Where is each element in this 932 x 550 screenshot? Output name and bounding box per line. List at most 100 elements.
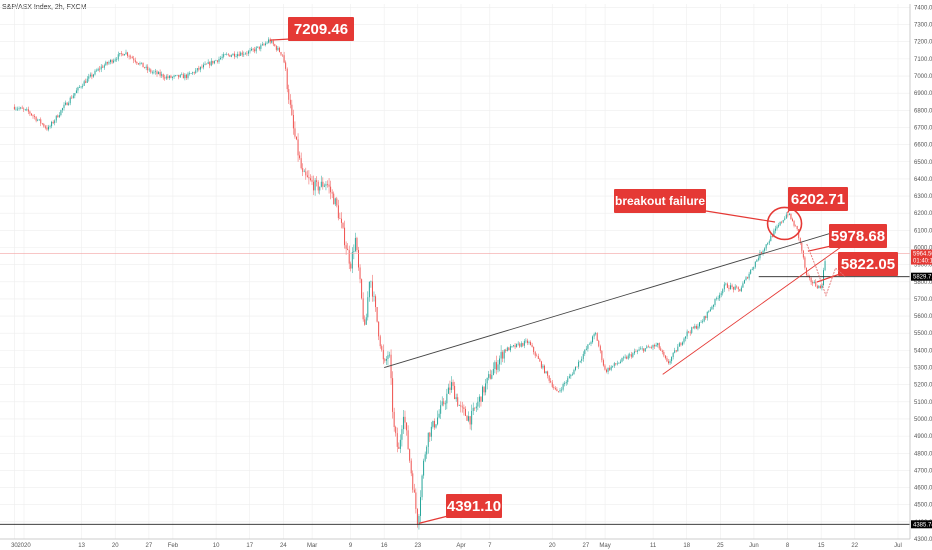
candle-body — [13, 106, 15, 110]
candle-body — [719, 294, 721, 299]
candle-body — [199, 66, 201, 70]
candle-body — [759, 252, 761, 259]
candle-body — [257, 46, 259, 48]
candle-body — [409, 449, 411, 461]
candle-body — [410, 460, 412, 474]
price-tick-label: 6000.00 — [914, 245, 932, 251]
price-tick-label: 6400.00 — [914, 177, 932, 183]
price-tick-label: 7000.00 — [914, 74, 932, 80]
candle-body — [531, 344, 533, 347]
time-tick-label: 24 — [280, 543, 287, 549]
candle-body — [641, 348, 643, 350]
trendline-resistance — [384, 229, 841, 368]
candle-body — [443, 401, 445, 405]
candle-body — [170, 75, 172, 78]
candle-body — [320, 181, 322, 187]
candle-body — [356, 237, 358, 250]
candle-body — [125, 52, 127, 55]
candle-body — [731, 285, 733, 287]
price-tag-label: 4385.74 — [913, 522, 932, 528]
candle-body — [629, 354, 631, 356]
candle-body — [457, 397, 459, 406]
callout-box — [288, 17, 354, 41]
candle-body — [286, 68, 288, 90]
candle-body — [268, 39, 270, 43]
candle-body — [726, 283, 728, 288]
candle-body — [117, 54, 119, 60]
price-tick-label: 7400.00 — [914, 5, 932, 11]
candle-body — [94, 70, 96, 75]
candle-body — [624, 356, 626, 358]
candle-body — [178, 74, 180, 78]
time-tick-label: 7 — [488, 543, 492, 549]
candle-body — [533, 346, 535, 353]
candle-body — [809, 276, 811, 278]
candle-body — [424, 454, 426, 461]
candle-body — [660, 348, 662, 351]
candle-body — [788, 213, 790, 215]
candle-body — [584, 349, 586, 354]
candle-body — [232, 53, 234, 56]
time-tick-label: Jul — [894, 543, 902, 549]
candle-body — [646, 346, 648, 349]
candle-body — [252, 48, 254, 50]
candle-body — [302, 168, 304, 172]
price-tick-label: 5900.00 — [914, 263, 932, 269]
candle-body — [657, 343, 659, 346]
candle-body — [520, 343, 522, 347]
candle-body — [685, 336, 687, 339]
candle-body — [644, 348, 646, 352]
candle-body — [523, 341, 525, 346]
candle-body — [655, 345, 657, 347]
candle-body — [173, 75, 175, 77]
candle-body — [672, 352, 674, 358]
candle-body — [801, 242, 803, 251]
price-tag-countdown: 01:40:15 — [913, 259, 932, 265]
candle-body — [559, 390, 561, 392]
candle-body — [464, 408, 466, 416]
candle-body — [654, 345, 656, 347]
candle-body — [480, 396, 482, 402]
price-tick-label: 4800.00 — [914, 451, 932, 457]
candle-body — [793, 221, 795, 226]
candle-body — [238, 54, 240, 56]
candle-body — [695, 325, 697, 329]
candle-body — [691, 327, 693, 333]
time-tick-label: 18 — [683, 543, 690, 549]
candle-body — [296, 136, 298, 140]
candle-body — [674, 350, 676, 353]
candle-body — [230, 55, 232, 57]
candle-body — [725, 283, 727, 285]
candle-body — [638, 349, 640, 351]
candle-body — [187, 73, 189, 78]
candle-body — [393, 411, 395, 428]
candle-body — [263, 44, 265, 45]
candle-body — [688, 331, 690, 333]
candle-body — [447, 387, 449, 394]
candle-body — [299, 155, 301, 159]
candle-body — [185, 74, 187, 78]
candle-body — [534, 352, 536, 356]
candle-body — [133, 58, 135, 61]
candle-body — [483, 386, 485, 393]
candle-body — [497, 364, 499, 370]
candle-body — [54, 120, 56, 124]
candle-body — [570, 374, 572, 377]
candle-body — [460, 405, 462, 407]
candle-body — [382, 349, 384, 360]
candle-body — [392, 378, 394, 412]
candle-body — [544, 365, 546, 374]
projection-path — [806, 243, 846, 297]
candle-body — [344, 227, 346, 246]
candle-body — [153, 71, 155, 73]
candle-body — [27, 109, 29, 112]
candle-body — [142, 62, 144, 68]
candle-body — [692, 327, 694, 329]
candle-body — [113, 60, 115, 63]
candle-body — [51, 121, 53, 127]
candle-body — [606, 369, 608, 372]
candle-body — [134, 60, 136, 62]
candle-body — [66, 102, 68, 106]
candle-body — [97, 68, 99, 71]
